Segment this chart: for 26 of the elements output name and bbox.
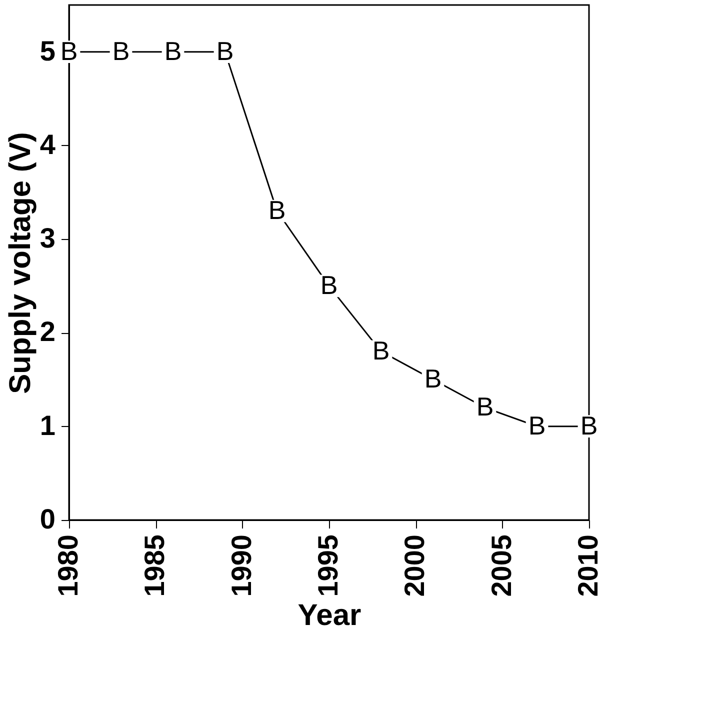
x-tick-label: 1995 (312, 534, 344, 597)
text: B (164, 36, 182, 66)
text: B (216, 36, 234, 66)
y-tick-label: 2 (40, 316, 56, 348)
x-tick-label: 2000 (399, 534, 430, 597)
text: B (112, 36, 130, 66)
y-tick-label: 3 (40, 222, 56, 254)
x-axis-title: Year (298, 598, 362, 632)
y-tick-label: 4 (40, 128, 56, 160)
x-tick-label: 1980 (52, 534, 84, 597)
x-tick-label: 1985 (139, 534, 170, 597)
x-tick-label: 2010 (572, 534, 604, 597)
text: B (476, 392, 494, 422)
text: B (60, 36, 78, 66)
text: B (320, 270, 338, 300)
text: B (580, 410, 598, 440)
y-tick-label: 0 (40, 504, 56, 534)
text: B (528, 410, 546, 440)
text: B (372, 335, 390, 366)
x-tick-label: 2005 (486, 534, 517, 597)
y-axis-title: Supply voltage (V) (4, 132, 37, 394)
series-label: B (268, 195, 286, 225)
y-tick-label: 1 (40, 410, 56, 441)
y-tick-label: 5 (40, 35, 56, 66)
x-tick-label: 1990 (226, 534, 257, 597)
text: B (424, 364, 442, 394)
